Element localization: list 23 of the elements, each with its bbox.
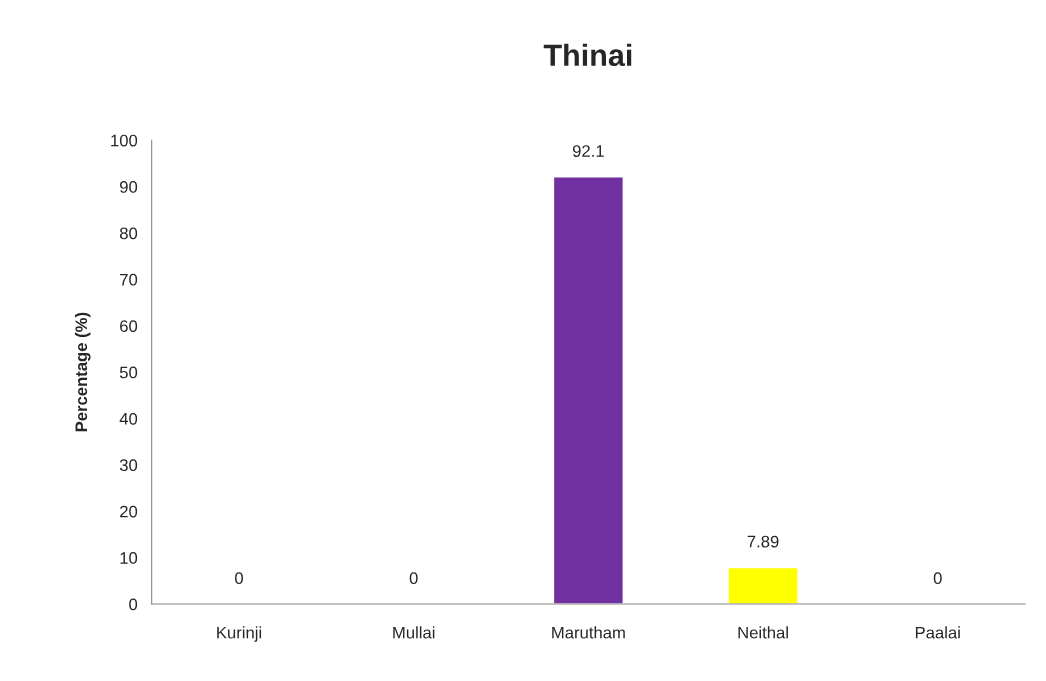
y-tick-label: 60 [120, 320, 138, 332]
y-tick-label: 100 [111, 134, 138, 147]
x-tick-label: Marutham [552, 626, 625, 639]
data-label: 0 [933, 572, 942, 585]
y-tick-label: 90 [120, 181, 138, 193]
data-label: 0 [235, 572, 243, 585]
y-tick-label: 10 [120, 552, 138, 564]
x-tick-label: Kurinji [217, 626, 262, 642]
chart-title: Thinai [543, 43, 632, 67]
y-tick-label: 30 [119, 459, 138, 472]
data-label: 7.89 [747, 535, 779, 548]
y-axis-title: Percentage (%) [74, 312, 91, 432]
y-tick-label: 40 [119, 412, 138, 425]
data-label: 92.1 [572, 145, 604, 157]
y-tick-label: 20 [120, 505, 138, 518]
y-tick-label: 0 [129, 598, 138, 611]
y-tick-label: 80 [119, 227, 138, 240]
x-tick-label: Neithal [738, 626, 788, 639]
data-label: 0 [409, 572, 418, 585]
y-tick-label: 50 [119, 366, 138, 379]
x-tick-label: Mullai [393, 626, 435, 639]
y-tick-label: 70 [120, 273, 138, 286]
x-tick-label: Paalai [915, 626, 960, 639]
